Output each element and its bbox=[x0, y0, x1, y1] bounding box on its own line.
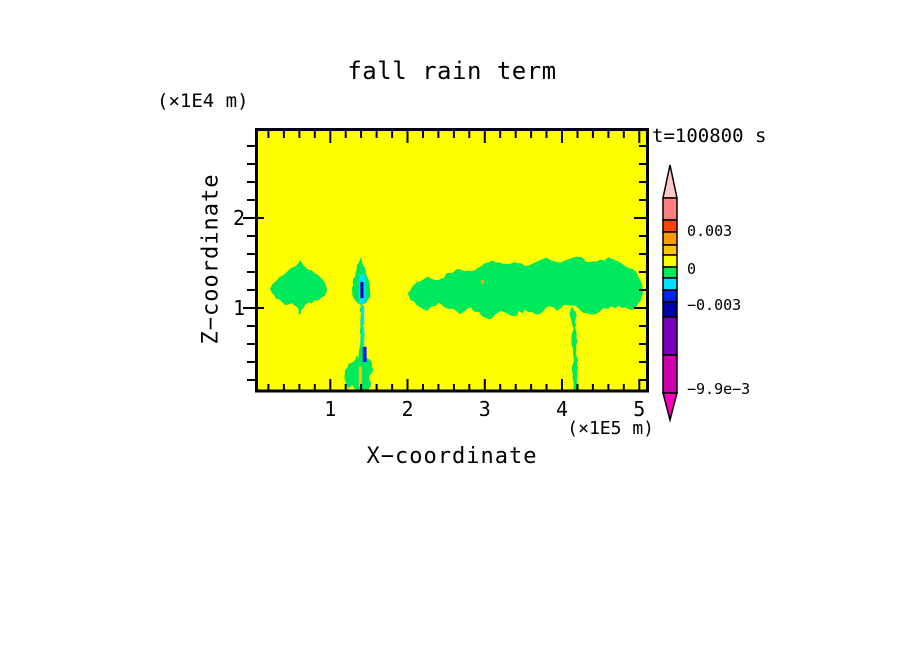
colorbar-segment-10 bbox=[662, 354, 678, 394]
green-region-main-cloud bbox=[407, 256, 644, 320]
z-tick-label-2: 2 bbox=[232, 206, 245, 230]
detail-cloud-gold-speck bbox=[480, 280, 484, 284]
x-tick-label-1: 1 bbox=[324, 397, 337, 421]
x-tick-label-3: 3 bbox=[478, 397, 491, 421]
colorbar-top-arrow bbox=[662, 164, 678, 199]
field-background bbox=[258, 131, 646, 391]
axis-ticks bbox=[243, 131, 646, 391]
x-axis-title: X−coordinate bbox=[366, 444, 538, 469]
chart-title: fall rain term bbox=[347, 57, 557, 85]
colorbar bbox=[662, 164, 678, 423]
x-tick-label-5: 5 bbox=[633, 397, 646, 421]
colorbar-segment-8 bbox=[662, 301, 678, 318]
z-tick-label-1: 1 bbox=[232, 296, 245, 320]
colorbar-segment-5 bbox=[662, 266, 678, 279]
colorbar-label-3: −9.9e−3 bbox=[687, 380, 751, 398]
field-layer bbox=[258, 131, 646, 391]
detail-stem-cyan-segment bbox=[361, 305, 365, 326]
x-axis-unit-label: (×1E5 m) bbox=[567, 418, 654, 439]
colorbar-label-2: −0.003 bbox=[687, 296, 742, 314]
detail-stem-blue-dash bbox=[362, 346, 367, 362]
colorbar-segment-3 bbox=[662, 244, 678, 256]
colorbar-segment-4 bbox=[662, 254, 678, 268]
plot-frame bbox=[255, 128, 649, 393]
colorbar-label-1: 0 bbox=[687, 260, 697, 278]
detail-stem-cyan-segment-2 bbox=[362, 326, 365, 345]
colorbar-segment-9 bbox=[662, 316, 678, 356]
colorbar-label-0: 0.003 bbox=[687, 222, 733, 240]
colorbar-segment-2 bbox=[662, 231, 678, 246]
colorbar-bottom-arrow bbox=[662, 392, 678, 423]
colorbar-segment-1 bbox=[662, 219, 678, 233]
x-tick-label-2: 2 bbox=[401, 397, 414, 421]
green-region-right-rain-shaft bbox=[569, 306, 579, 391]
colorbar-segment-0 bbox=[662, 197, 678, 221]
x-tick-label-4: 4 bbox=[555, 397, 569, 421]
detail-base-gold-streak bbox=[358, 366, 362, 388]
colorbar-segment-7 bbox=[662, 289, 678, 303]
green-region-left-cloud bbox=[270, 260, 328, 311]
detail-plume-core-navy-dash bbox=[360, 281, 364, 299]
z-axis-unit-label: (×1E4 m) bbox=[157, 90, 249, 112]
detail-left-cloud-bottom-spike bbox=[298, 307, 301, 315]
colorbar-segment-6 bbox=[662, 277, 678, 291]
time-annotation: t=100800 s bbox=[652, 125, 767, 147]
